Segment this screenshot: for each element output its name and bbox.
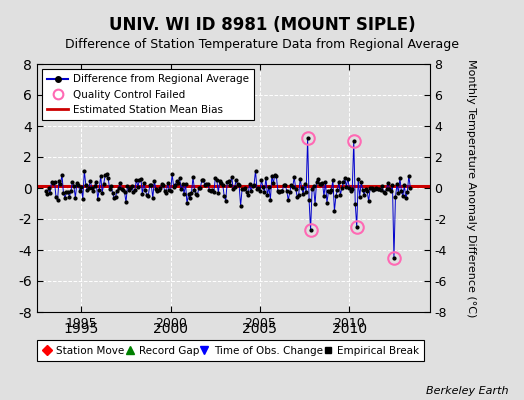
Text: UNIV. WI ID 8981 (MOUNT SIPLE): UNIV. WI ID 8981 (MOUNT SIPLE) <box>108 16 416 34</box>
Text: Difference of Station Temperature Data from Regional Average: Difference of Station Temperature Data f… <box>65 38 459 51</box>
Legend: Difference from Regional Average, Quality Control Failed, Estimated Station Mean: Difference from Regional Average, Qualit… <box>42 69 254 120</box>
Text: Berkeley Earth: Berkeley Earth <box>426 386 508 396</box>
Legend: Station Move, Record Gap, Time of Obs. Change, Empirical Break: Station Move, Record Gap, Time of Obs. C… <box>37 340 424 361</box>
Y-axis label: Monthly Temperature Anomaly Difference (°C): Monthly Temperature Anomaly Difference (… <box>466 59 476 317</box>
